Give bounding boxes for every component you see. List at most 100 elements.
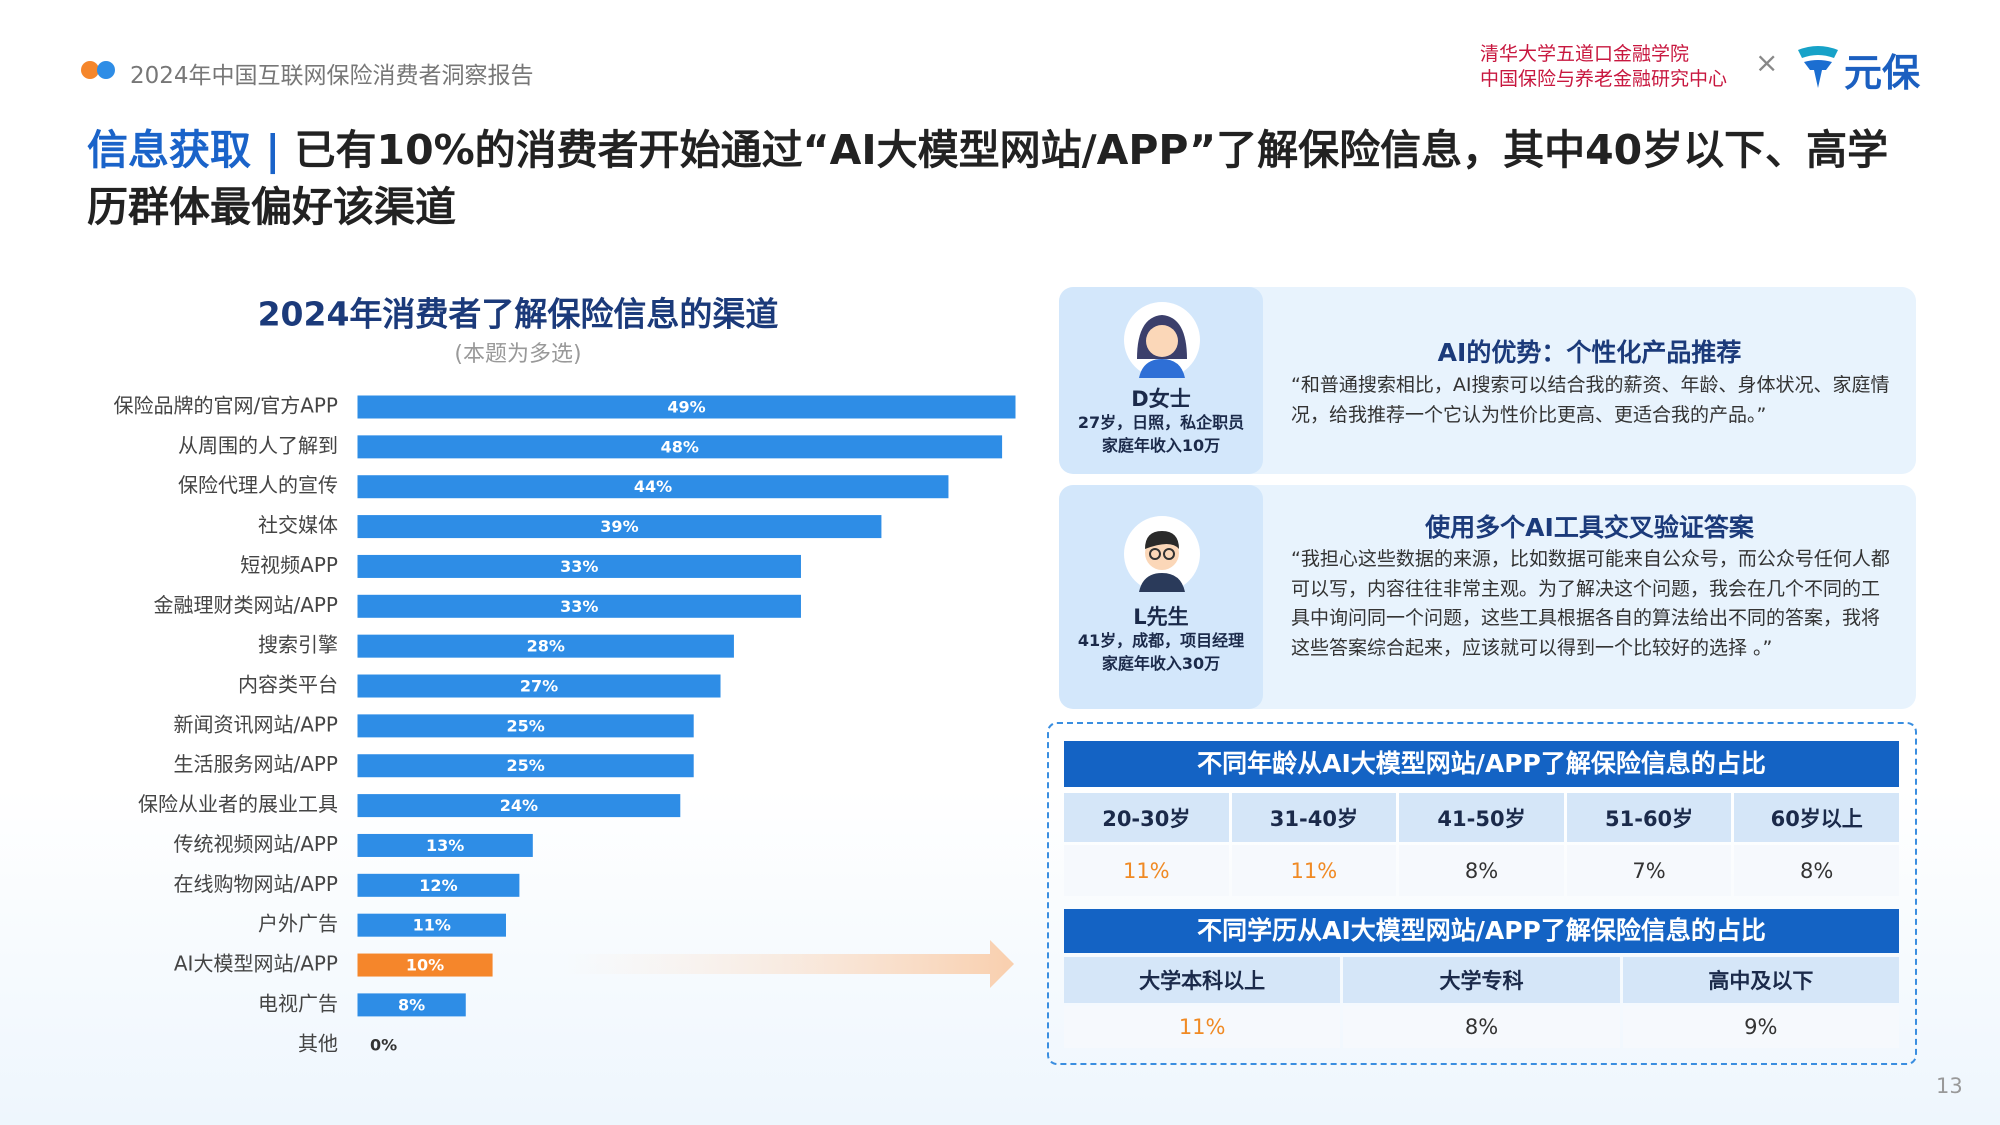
cell-value: 8%	[1399, 845, 1564, 896]
value-label: 49%	[667, 398, 705, 417]
value-label: 33%	[560, 557, 598, 576]
table-title: 不同年龄从AI大模型网站/APP了解保险信息的占比	[1064, 741, 1899, 787]
cell-value: 9%	[1622, 1006, 1899, 1048]
value-label: 33%	[560, 597, 598, 616]
quote-heading: AI的优势：个性化产品推荐	[1437, 338, 1742, 367]
bar-chart: 2024年消费者了解保险信息的渠道 (本题为多选) 保险品牌的官网/官方APP 4…	[113, 295, 1016, 1055]
bar	[357, 515, 882, 539]
value-label: 11%	[413, 916, 451, 935]
chart-subtitle: (本题为多选)	[454, 342, 581, 367]
chart-title: 2024年消费者了解保险信息的渠道	[258, 295, 779, 334]
cell-value: 11%	[1064, 1006, 1341, 1048]
value-label: 8%	[398, 995, 425, 1014]
bar	[357, 594, 801, 618]
bar	[357, 913, 506, 937]
value-label: 10%	[406, 956, 444, 975]
category-label: 生活服务网站/APP	[173, 752, 338, 776]
value-label: 12%	[419, 876, 457, 895]
value-label: 25%	[506, 756, 544, 775]
cross: ×	[1755, 46, 1779, 79]
category-label: AI大模型网站/APP	[174, 952, 338, 976]
bar	[357, 475, 949, 499]
category-label: 在线购物网站/APP	[173, 872, 338, 896]
org-line: 清华大学五道口金融学院	[1480, 43, 1690, 65]
headline-separator: |	[265, 126, 281, 174]
category-label: 社交媒体	[258, 513, 338, 537]
highlight-arrow	[561, 940, 1014, 988]
category-label: 保险代理人的宣传	[178, 473, 338, 497]
headline-text: 已有10%的消费者开始通过“AI大模型网站/APP”了解保险信息，其中40岁以下…	[87, 126, 1889, 231]
person-name: L先生	[1133, 605, 1189, 629]
value-label: 13%	[426, 836, 464, 855]
quote-text: “和普通搜索相比，AI搜索可以结合我的薪资、年龄、身体状况、家庭情况，给我推荐一…	[1291, 374, 1890, 426]
person-profile: 41岁，成都，项目经理	[1077, 631, 1245, 650]
value-label: 28%	[527, 637, 565, 656]
category-label: 搜索引擎	[258, 633, 338, 657]
bar	[357, 435, 1003, 459]
report-name: 2024年中国互联网保险消费者洞察报告	[130, 63, 534, 89]
value-label: 48%	[661, 437, 699, 456]
avatar	[1124, 516, 1200, 592]
column-header: 31-40岁	[1231, 793, 1397, 842]
column-header: 高中及以下	[1622, 957, 1899, 1003]
category-label: 新闻资讯网站/APP	[173, 712, 338, 736]
quote-text: “我担心这些数据的来源，比如数据可能来自公众号，而公众号任何人都可以写，内容往往…	[1291, 548, 1890, 659]
value-label: 39%	[600, 517, 638, 536]
bar	[357, 634, 734, 658]
avatar	[1124, 302, 1200, 378]
cell-value: 11%	[1064, 845, 1229, 896]
column-header: 60岁以上	[1734, 793, 1899, 842]
bar	[357, 674, 721, 698]
category-label: 传统视频网站/APP	[173, 832, 338, 856]
category-label: 内容类平台	[238, 673, 338, 697]
person-income: 家庭年收入30万	[1101, 654, 1221, 673]
cell-value: 8%	[1734, 845, 1899, 896]
value-label: 25%	[506, 716, 544, 735]
category-label: 金融理财类网站/APP	[153, 593, 338, 617]
value-label: 44%	[634, 477, 672, 496]
cell-value: 7%	[1566, 845, 1732, 896]
person-income: 家庭年收入10万	[1101, 436, 1221, 455]
column-header: 20-30岁	[1064, 793, 1229, 842]
category-label: 其他	[298, 1031, 338, 1055]
quote-heading: 使用多个AI工具交叉验证答案	[1425, 513, 1754, 542]
category-label: 保险从业者的展业工具	[138, 792, 338, 816]
bar	[357, 993, 466, 1017]
column-header: 41-50岁	[1399, 793, 1564, 842]
category-label: 从周围的人了解到	[178, 433, 338, 457]
org-line: 中国保险与养老金融研究中心	[1480, 68, 1728, 90]
category-label: 保险品牌的官网/官方APP	[113, 394, 338, 418]
bar	[357, 953, 493, 977]
logo-dots	[81, 61, 115, 79]
category-label: 户外广告	[258, 912, 338, 936]
category-label: 电视广告	[258, 991, 338, 1015]
logo-icon	[1798, 46, 1838, 88]
headline-highlight: 信息获取	[87, 126, 251, 174]
bar	[357, 794, 681, 818]
page-number: 13	[1936, 1074, 1963, 1098]
bar	[357, 754, 694, 778]
value-label: 27%	[520, 677, 558, 696]
quote-card: D女士 27岁，日照，私企职员 家庭年收入10万 AI的优势：个性化产品推荐 “…	[1059, 287, 1916, 474]
bar	[357, 395, 1016, 419]
column-header: 大学本科以上	[1064, 957, 1341, 1003]
value-label: 0%	[370, 1035, 397, 1054]
person-profile: 27岁，日照，私企职员	[1077, 413, 1245, 432]
bar	[357, 833, 533, 857]
bar	[357, 873, 520, 897]
cell-value: 11%	[1231, 845, 1397, 896]
quote-card: L先生 41岁，成都，项目经理 家庭年收入30万 使用多个AI工具交叉验证答案 …	[1059, 485, 1916, 709]
org: 清华大学五道口金融学院 中国保险与养老金融研究中心	[1480, 42, 1727, 92]
cell-value: 8%	[1343, 1006, 1620, 1048]
bar	[357, 554, 801, 578]
table-title: 不同学历从AI大模型网站/APP了解保险信息的占比	[1064, 909, 1899, 953]
headline: 信息获取 | 已有10%的消费者开始通过“AI大模型网站/APP”了解保险信息，…	[87, 122, 1927, 236]
logo-text: 元保	[1844, 51, 1921, 95]
category-label: 短视频APP	[240, 553, 338, 577]
table-frame	[1047, 722, 1917, 1065]
column-header: 51-60岁	[1566, 793, 1732, 842]
column-header: 大学专科	[1343, 957, 1620, 1003]
edu-table: 大学本科以上 大学专科 高中及以下 11% 8% 9%	[1064, 957, 1899, 1048]
person-name: D女士	[1131, 387, 1191, 411]
